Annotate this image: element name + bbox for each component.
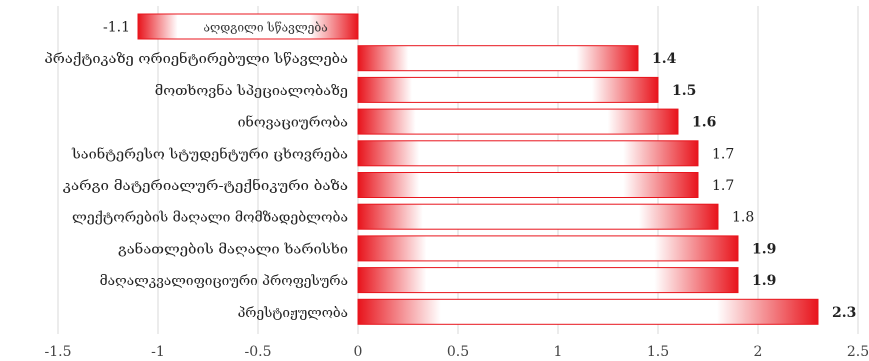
bars (137, 13, 819, 325)
bar (357, 235, 739, 262)
value-label: -1.1 (103, 20, 130, 36)
value-label: 1.4 (652, 51, 677, 67)
category-label: მაღალკვალიფიციური პროფესურა (100, 274, 348, 289)
category-label: განათლების მაღალი ხარისხი (118, 241, 348, 257)
x-tick-label: 0 (354, 344, 363, 360)
value-label: 1.6 (692, 115, 716, 131)
bar (137, 13, 359, 40)
category-label: პრესტიჟულობა (238, 306, 348, 321)
x-axis-ticks: -1.5 -1 -0.5 0 0.5 1 1.5 2 2.5 (45, 344, 869, 360)
x-tick-label: -1 (151, 344, 165, 360)
value-label: 2.3 (832, 305, 856, 321)
value-label: 1.9 (752, 273, 776, 289)
x-tick-label: 2.5 (847, 344, 869, 360)
x-tick-label: 1.5 (647, 344, 669, 360)
value-labels: -1.1 1.4 1.5 1.6 1.7 1.7 1.8 1.9 1.9 2.3 (103, 20, 856, 321)
bar (357, 172, 699, 198)
value-label: 1.9 (752, 241, 776, 257)
category-label: აღდგილი სწავლება (203, 21, 327, 35)
category-label: ლექტორების მაღალი მომზადებლობა (72, 211, 348, 226)
bar (357, 203, 719, 230)
x-tick-label: -0.5 (245, 344, 272, 360)
x-tick-label: 2 (754, 344, 763, 360)
category-label: საინტერესო სტუდენტური ცხოვრება (71, 146, 348, 162)
value-label: 1.5 (672, 83, 696, 99)
bar (357, 76, 659, 103)
bar (357, 108, 679, 135)
bar (357, 45, 639, 72)
value-label: 1.7 (712, 146, 734, 162)
category-label: პრაქტიკაზე ორიენტირებული სწავლება (44, 51, 348, 67)
bar (357, 298, 819, 325)
value-label: 1.7 (712, 178, 734, 194)
bar (357, 140, 699, 167)
x-tick-label: 0.5 (447, 344, 469, 360)
value-label: 1.8 (732, 210, 754, 226)
category-label: ინოვაციურობა (238, 115, 348, 131)
x-tick-label: 1 (554, 344, 563, 360)
category-label: მოთხოვნა სპეციალობაზე (155, 83, 348, 99)
category-labels: აღდგილი სწავლება პრაქტიკაზე ორიენტირებული… (44, 21, 348, 321)
bar (357, 267, 739, 294)
x-tick-label: -1.5 (45, 344, 72, 360)
category-label: კარგი მატერიალურ-ტექნიკური ბაზა (63, 178, 348, 194)
